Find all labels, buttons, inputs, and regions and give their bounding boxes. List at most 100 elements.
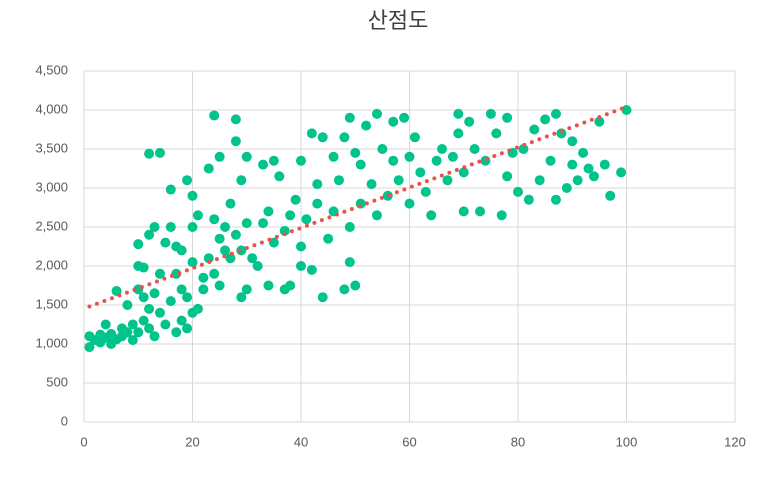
point: [220, 245, 231, 256]
y-tick-label: 3,000: [35, 179, 68, 194]
point: [388, 155, 399, 166]
x-tick-label: 100: [616, 434, 638, 449]
point: [225, 253, 236, 264]
point: [268, 237, 279, 248]
x-tick-label: 80: [511, 434, 525, 449]
point: [187, 222, 198, 232]
point: [241, 218, 252, 229]
point: [567, 136, 578, 147]
point: [588, 171, 599, 182]
point: [605, 190, 616, 201]
point: [209, 110, 220, 121]
point: [491, 128, 502, 139]
point: [583, 163, 594, 174]
point: [306, 128, 317, 139]
point: [144, 148, 155, 159]
point: [144, 229, 155, 240]
y-tick-label: 1,000: [35, 335, 68, 350]
point: [230, 136, 241, 147]
point: [523, 194, 534, 205]
point: [556, 128, 567, 139]
point: [279, 225, 290, 236]
point: [317, 132, 328, 143]
x-tick-label: 0: [80, 434, 87, 449]
point: [209, 268, 220, 279]
y-tick-label: 1,500: [35, 296, 68, 311]
point: [339, 132, 350, 143]
point: [258, 159, 269, 170]
point: [344, 222, 355, 232]
point: [144, 323, 155, 334]
point: [160, 237, 171, 248]
point: [344, 112, 355, 123]
point: [578, 147, 589, 158]
point: [621, 105, 632, 115]
point: [458, 206, 469, 217]
chart-title: 산점도: [368, 8, 429, 33]
point: [437, 144, 448, 154]
point: [154, 147, 165, 158]
point: [366, 179, 377, 190]
point: [149, 222, 160, 232]
y-tick-label: 3,500: [35, 140, 68, 155]
point: [182, 175, 193, 186]
point: [572, 175, 583, 186]
x-tick-label: 20: [185, 434, 199, 449]
point: [502, 171, 513, 182]
point: [529, 124, 540, 135]
point: [323, 233, 334, 244]
point: [138, 262, 149, 273]
point: [550, 194, 561, 205]
point: [241, 284, 252, 295]
point: [328, 151, 339, 162]
point: [84, 342, 95, 353]
point: [599, 159, 610, 170]
point: [404, 151, 415, 162]
point: [198, 272, 209, 283]
trendline: [87, 104, 629, 309]
point: [274, 171, 285, 182]
point: [203, 163, 214, 174]
point: [127, 319, 138, 330]
point: [442, 175, 453, 186]
point: [209, 214, 220, 225]
point: [453, 128, 464, 139]
point: [431, 155, 442, 166]
point: [518, 144, 529, 154]
point: [165, 296, 176, 307]
y-tick-label: 2,500: [35, 218, 68, 233]
x-tick-label: 40: [294, 434, 308, 449]
point: [333, 175, 344, 186]
point: [485, 108, 496, 119]
point: [225, 198, 236, 209]
point: [214, 233, 225, 244]
point: [149, 331, 160, 342]
point: [550, 108, 561, 119]
point: [540, 114, 551, 125]
point: [230, 114, 241, 125]
point: [100, 319, 111, 330]
point: [171, 327, 182, 338]
point: [312, 198, 323, 209]
point: [447, 151, 458, 162]
x-tick-label: 60: [402, 434, 416, 449]
point: [296, 155, 306, 166]
point: [220, 222, 231, 232]
point: [496, 210, 507, 221]
point: [263, 280, 274, 291]
point: [415, 167, 426, 178]
point: [133, 239, 144, 250]
point: [176, 245, 187, 256]
point: [182, 323, 193, 334]
y-tick-label: 4,000: [35, 101, 68, 116]
point: [344, 257, 355, 268]
point: [198, 284, 209, 295]
point: [230, 229, 241, 240]
point: [306, 264, 317, 275]
point: [252, 261, 263, 271]
point: [247, 253, 258, 264]
point: [203, 253, 214, 264]
point: [545, 155, 556, 166]
y-tick-label: 500: [46, 374, 68, 389]
